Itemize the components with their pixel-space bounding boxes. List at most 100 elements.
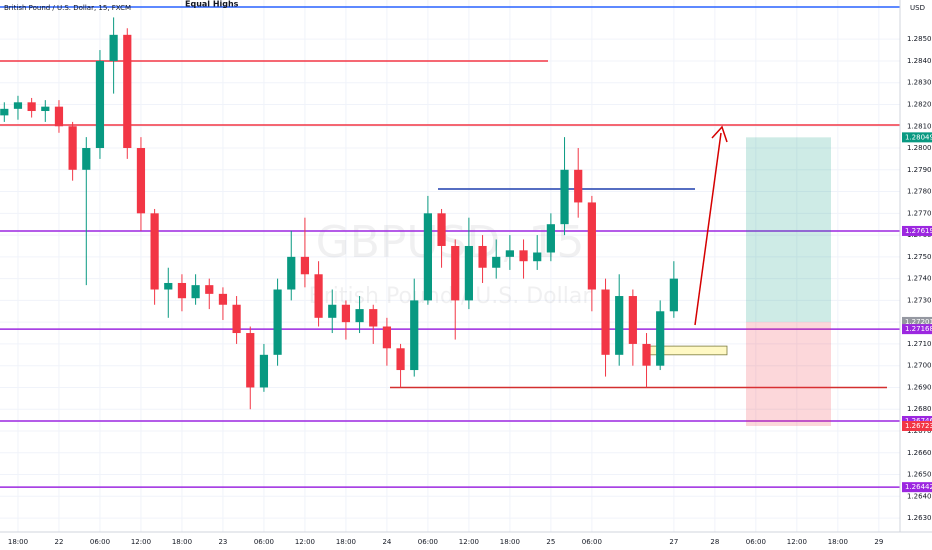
- candle-body: [123, 34, 132, 149]
- candle-body: [314, 274, 323, 318]
- y-tick-label: 1.27100: [907, 340, 932, 348]
- candle-body: [54, 106, 64, 127]
- price-badge-label: 1.26746: [905, 417, 932, 425]
- candle-body: [177, 282, 187, 299]
- y-tick-label: 1.26500: [907, 471, 932, 479]
- axes: 1.28500 1.28400 1.28300 1.28200 1.28100 1.280…: [8, 35, 932, 546]
- x-tick-label: 24: [382, 538, 391, 546]
- x-tick-label: 12:00: [295, 538, 315, 546]
- candle-body: [560, 169, 569, 225]
- candle-body: [642, 343, 651, 366]
- y-tick-label: 1.26900: [907, 383, 932, 391]
- x-tick-label: 06:00: [254, 538, 274, 546]
- y-tick-label: 1.27500: [907, 253, 932, 261]
- x-tick-label: 12:00: [787, 538, 807, 546]
- price-badge: [902, 415, 932, 426]
- y-tick-label: 1.26600: [907, 449, 932, 457]
- candle-body: [136, 148, 146, 214]
- x-tick-label: 06:00: [418, 538, 438, 546]
- arrow-head: [711, 125, 728, 143]
- symbol-title: British Pound / U.S. Dollar, 15, FXCM: [4, 4, 131, 12]
- candle-body: [27, 102, 36, 112]
- x-tick-label: 23: [218, 538, 227, 546]
- price-badge: [902, 420, 932, 431]
- candle-body: [505, 250, 514, 257]
- x-tick-label: 25: [546, 538, 555, 546]
- candle-body: [0, 108, 9, 116]
- candle-body: [423, 213, 432, 301]
- candle-body: [150, 213, 159, 290]
- x-tick-label: 06:00: [746, 538, 766, 546]
- y-tick-label: 1.28500: [907, 35, 932, 43]
- candle-body: [355, 309, 364, 323]
- x-tick-label: 06:00: [582, 538, 602, 546]
- candle-body: [519, 250, 528, 262]
- price-badge-label: 1.26442: [905, 483, 932, 491]
- currency: USD: [910, 4, 925, 12]
- watermark-subtitle: British Pound / U.S. Dollar: [309, 284, 593, 309]
- y-tick-label: 1.27700: [907, 209, 932, 217]
- candle-body: [437, 213, 446, 246]
- y-tick-label: 1.28200: [907, 100, 932, 108]
- candle-body: [656, 311, 665, 366]
- candle-body: [533, 252, 542, 262]
- price-badge-label: 1.28049: [905, 133, 932, 141]
- price-badge: [902, 316, 932, 327]
- candle-body: [232, 304, 241, 334]
- candle-body: [205, 285, 214, 294]
- candle-body: [191, 285, 200, 299]
- x-tick-label: 18:00: [8, 538, 28, 546]
- y-tick-label: 1.28000: [907, 144, 932, 152]
- candle-body: [287, 256, 296, 290]
- annotation: Equal Highs: [185, 0, 239, 9]
- candle-body: [341, 304, 351, 323]
- x-tick-label: 18:00: [172, 538, 192, 546]
- candle-body: [41, 106, 50, 112]
- price-badge-label: 1.26723: [905, 422, 932, 430]
- watermark: GBPUSD, 15: [316, 217, 585, 268]
- candle-body: [451, 245, 460, 301]
- x-tick-label: 18:00: [828, 538, 848, 546]
- candle-body: [164, 282, 173, 290]
- price-badge: [902, 225, 932, 236]
- candle-body: [369, 309, 378, 327]
- plot: [0, 6, 900, 488]
- y-tick-label: 1.27900: [907, 166, 932, 174]
- candle-body: [546, 224, 555, 253]
- price-badge-label: 1.27201: [905, 318, 932, 326]
- x-tick-label: 29: [874, 538, 883, 546]
- y-tick-label: 1.26400: [907, 492, 932, 500]
- grid: [0, 0, 900, 532]
- candle-body: [109, 34, 118, 61]
- candle-body: [82, 148, 91, 170]
- y-tick-label: 1.27800: [907, 188, 932, 196]
- x-tick-label: 06:00: [90, 538, 110, 546]
- candle-body: [492, 256, 501, 268]
- y-tick-label: 1.27400: [907, 275, 932, 283]
- y-tick-label: 1.26800: [907, 405, 932, 413]
- x-tick-label: 12:00: [459, 538, 479, 546]
- candle-body: [615, 296, 624, 355]
- candle-body: [218, 293, 228, 305]
- y-tick-label: 1.26700: [907, 427, 932, 435]
- x-tick-label: 18:00: [500, 538, 520, 546]
- y-tick-label: 1.28100: [907, 122, 932, 130]
- candle-body: [410, 300, 419, 371]
- stop-zone: [746, 321, 831, 426]
- candle-body: [587, 202, 596, 290]
- x-tick-label: 12:00: [131, 538, 151, 546]
- y-tick-label: 1.28400: [907, 57, 932, 65]
- y-tick-label: 1.28300: [907, 79, 932, 87]
- candle-body: [464, 245, 473, 301]
- target-zone: [746, 137, 831, 322]
- candle-body: [574, 169, 583, 203]
- projection-arrow: [694, 132, 722, 326]
- x-tick-label: 18:00: [336, 538, 356, 546]
- candle-body: [478, 245, 487, 268]
- candle-body: [13, 102, 23, 109]
- price-badge-label: 1.27168: [905, 325, 932, 333]
- x-tick-label: 28: [710, 538, 719, 546]
- x-tick-label: 22: [55, 538, 64, 546]
- y-tick-label: 1.27300: [907, 296, 932, 304]
- candle-body: [669, 278, 678, 312]
